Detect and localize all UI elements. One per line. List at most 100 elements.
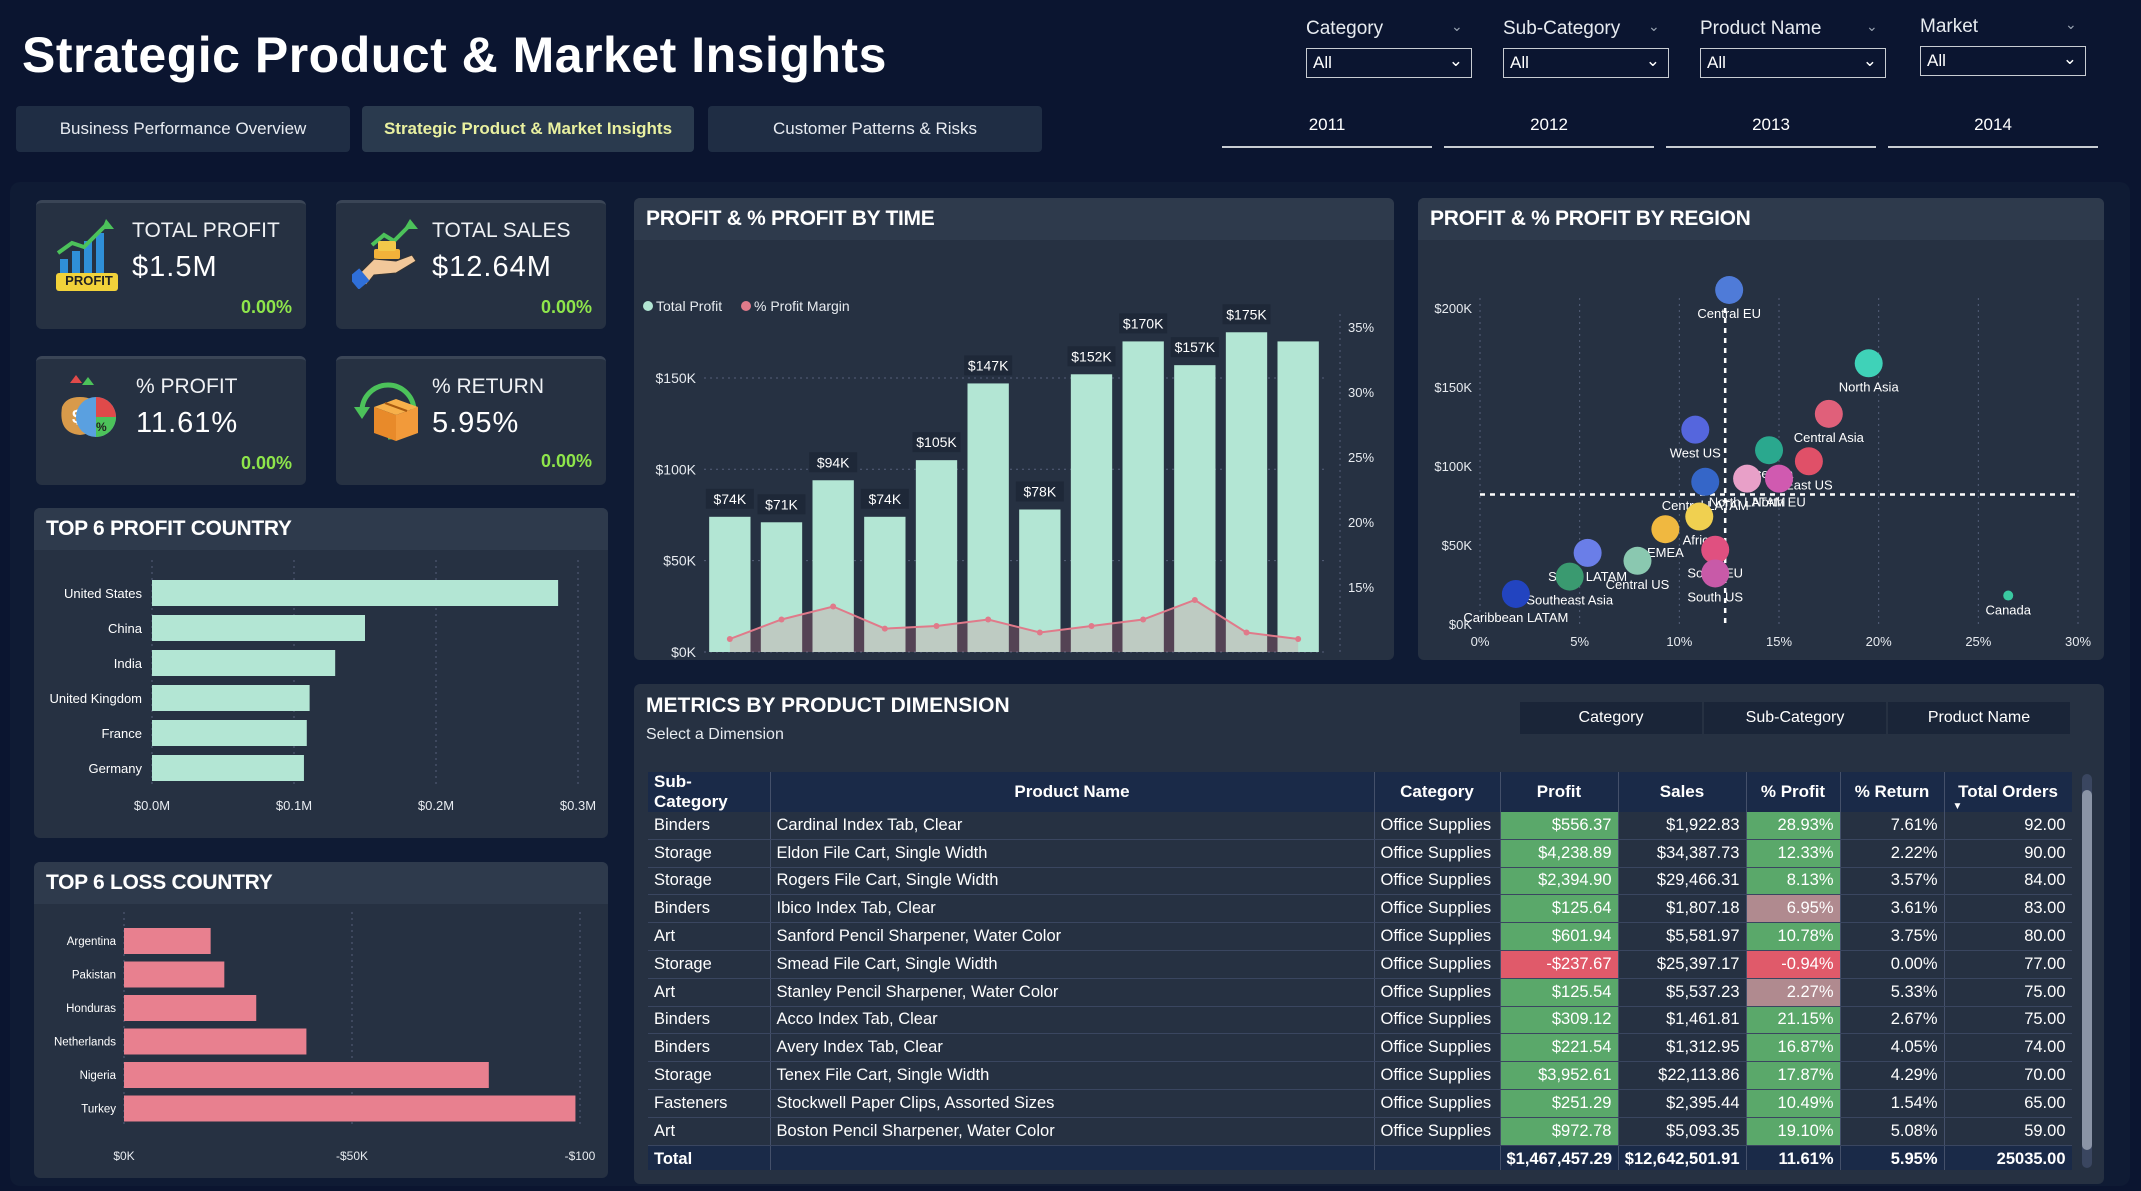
margin-area — [729, 600, 1299, 652]
x-tick-label: $0.2M — [418, 798, 454, 813]
table-row[interactable]: Fasteners Stockwell Paper Clips, Assorted… — [648, 1089, 2072, 1118]
table-row[interactable]: Storage Rogers File Cart, Single Width Off… — [648, 867, 2072, 896]
region-label: East US — [1785, 477, 1833, 492]
table-cell-total-orders: 75.00 — [1944, 1006, 2072, 1035]
column-header-total-orders[interactable]: Total Orders ▼ — [1944, 772, 2072, 812]
slicer-market-label: Market — [1920, 16, 1979, 37]
profit-bar — [1277, 341, 1319, 652]
slicer-subcategory-dropdown[interactable]: All ⌄ — [1503, 48, 1669, 78]
table-row[interactable]: Art Stanley Pencil Sharpener, Water Color… — [648, 978, 2072, 1007]
x-tick-label: 20% — [1866, 634, 1892, 649]
year-2012-button[interactable]: 2012 — [1444, 104, 1654, 148]
country-bar — [152, 720, 307, 746]
chevron-down-icon[interactable]: ⌄ — [1648, 18, 1660, 34]
chevron-down-icon[interactable]: ⌄ — [2065, 16, 2077, 32]
tab-customer-patterns[interactable]: Customer Patterns & Risks — [708, 106, 1042, 152]
kpi-pct-profit-label: % PROFIT — [136, 375, 238, 398]
table-row[interactable]: Binders Ibico Index Tab, Clear Office Supp… — [648, 894, 2072, 924]
table-scrollbar[interactable] — [2082, 774, 2092, 1168]
region-label: Caribbean LATAM — [1463, 610, 1568, 625]
table-cell--profit: -0.94% — [1746, 950, 1841, 979]
table-cell--return: 3.57% — [1840, 867, 1945, 896]
table-cell-product-name: Boston Pencil Sharpener, Water Color — [770, 1117, 1375, 1146]
dimension-product-name-button[interactable]: Product Name — [1888, 702, 2070, 734]
chevron-down-icon[interactable]: ⌄ — [1866, 18, 1878, 34]
table-cell-sub-category: Binders — [648, 894, 771, 924]
table-row[interactable]: Storage Smead File Cart, Single Width Offi… — [648, 950, 2072, 979]
column-header-category[interactable]: Category — [1374, 772, 1501, 812]
table-cell-sub-category: Binders — [648, 1033, 771, 1063]
table-row[interactable]: Binders Acco Index Tab, Clear Office Suppl… — [648, 1006, 2072, 1035]
tab-business-performance[interactable]: Business Performance Overview — [16, 106, 350, 152]
table-scrollbar-thumb[interactable] — [2082, 790, 2092, 1150]
profit-by-time-chart: Total Profit % Profit Margin $0K $50K $100K $… — [643, 298, 1374, 677]
table-row[interactable]: Storage Tenex File Cart, Single Width Offi… — [648, 1061, 2072, 1090]
slicer-product-name-dropdown[interactable]: All ⌄ — [1700, 48, 1886, 78]
y2-tick-label: 15% — [1348, 580, 1374, 595]
data-label-bg — [1119, 313, 1168, 334]
slicer-category-dropdown[interactable]: All ⌄ — [1306, 48, 1472, 78]
table-row[interactable]: Binders Cardinal Index Tab, Clear Office S… — [648, 812, 2072, 840]
country-label: United States — [64, 586, 143, 601]
country-bar — [152, 580, 559, 606]
slicer-market-dropdown[interactable]: All ⌄ — [1920, 46, 2086, 76]
y-tick-label: $0K — [1449, 617, 1472, 632]
total-cell: 11.61% — [1746, 1145, 1841, 1170]
table-cell--return: 1.54% — [1840, 1089, 1945, 1118]
total-cell: 5.95% — [1840, 1145, 1945, 1170]
x-tick-label: 5% — [1570, 634, 1589, 649]
loss-bar — [124, 995, 257, 1021]
kpi-total-sales-card: TOTAL SALES $12.64M 0.00% — [336, 200, 606, 329]
table-cell--return: 3.75% — [1840, 922, 1945, 951]
chevron-down-icon[interactable]: ⌄ — [1451, 18, 1463, 34]
year-2011-button[interactable]: 2011 — [1222, 104, 1432, 148]
table-cell--return: 4.29% — [1840, 1061, 1945, 1090]
table-cell-product-name: Sanford Pencil Sharpener, Water Color — [770, 922, 1375, 951]
y-tick-label: $150K — [1434, 380, 1472, 395]
profit-by-time-title: PROFIT & % PROFIT BY TIME — [634, 198, 1394, 240]
table-cell-profit: $2,394.90 — [1500, 867, 1619, 896]
region-label: North LATAM — [1709, 495, 1786, 510]
column-header-profit[interactable]: Profit — [1500, 772, 1619, 812]
margin-point — [778, 616, 785, 623]
x-tick-label: $0.1M — [276, 798, 312, 813]
table-cell-sales: $5,581.97 — [1618, 922, 1747, 951]
table-cell--profit: 10.49% — [1746, 1089, 1841, 1118]
year-2014-button[interactable]: 2014 — [1888, 104, 2098, 148]
year-2013-button[interactable]: 2013 — [1666, 104, 1876, 148]
tab-strategic-insights[interactable]: Strategic Product & Market Insights — [362, 106, 694, 152]
region-label: Central US — [1606, 577, 1670, 592]
table-cell-profit: $972.78 — [1500, 1117, 1619, 1146]
table-row[interactable]: Art Boston Pencil Sharpener, Water Color O… — [648, 1117, 2072, 1146]
table-cell-profit: $3,952.61 — [1500, 1061, 1619, 1090]
table-cell-category: Office Supplies — [1374, 1006, 1501, 1035]
column-header-product-name[interactable]: Product Name — [770, 772, 1375, 812]
data-label-bg — [912, 432, 961, 453]
table-row[interactable]: Art Sanford Pencil Sharpener, Water Color… — [648, 922, 2072, 951]
region-point — [1701, 535, 1730, 564]
column-header-pct-profit[interactable]: % Profit — [1746, 772, 1841, 812]
table-cell-product-name: Stanley Pencil Sharpener, Water Color — [770, 978, 1375, 1007]
x-tick-label: 10% — [1666, 634, 1692, 649]
table-cell-category: Office Supplies — [1374, 867, 1501, 896]
country-label: India — [114, 656, 143, 671]
column-header-pct-return[interactable]: % Return — [1840, 772, 1945, 812]
loss-bar — [124, 1095, 576, 1122]
table-cell-sub-category: Binders — [648, 812, 771, 840]
y-tick-label: $200K — [1434, 301, 1472, 316]
metrics-subtitle: Select a Dimension — [646, 726, 784, 743]
table-row[interactable]: Storage Eldon File Cart, Single Width Offi… — [648, 839, 2072, 868]
table-cell-total-orders: 65.00 — [1944, 1089, 2072, 1118]
region-label: North Asia — [1839, 379, 1900, 394]
dimension-category-button[interactable]: Category — [1520, 702, 1702, 734]
table-cell-sub-category: Fasteners — [648, 1089, 771, 1118]
column-header-sales[interactable]: Sales — [1618, 772, 1747, 812]
table-row[interactable]: Binders Avery Index Tab, Clear Office Supp… — [648, 1033, 2072, 1063]
dimension-subcategory-button[interactable]: Sub-Category — [1704, 702, 1886, 734]
profit-bar — [915, 460, 958, 652]
table-cell--return: 5.08% — [1840, 1117, 1945, 1146]
column-header-subcategory[interactable]: Sub-Category — [648, 772, 771, 812]
country-label: United Kingdom — [50, 691, 143, 706]
region-point — [1651, 515, 1680, 544]
profit-by-region-title: PROFIT & % PROFIT BY REGION — [1418, 198, 2104, 240]
